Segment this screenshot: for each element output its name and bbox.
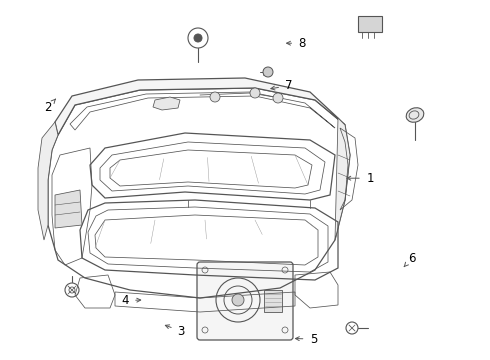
- Text: 4: 4: [121, 294, 129, 307]
- FancyBboxPatch shape: [264, 290, 282, 312]
- Circle shape: [194, 34, 202, 42]
- Text: 5: 5: [310, 333, 318, 346]
- Text: 6: 6: [408, 252, 416, 265]
- Polygon shape: [55, 78, 345, 135]
- Text: 8: 8: [298, 37, 306, 50]
- Polygon shape: [335, 118, 350, 240]
- Text: 7: 7: [285, 79, 293, 92]
- Text: 2: 2: [44, 101, 52, 114]
- Ellipse shape: [406, 108, 424, 122]
- FancyBboxPatch shape: [358, 16, 382, 32]
- Polygon shape: [55, 190, 82, 228]
- Circle shape: [273, 93, 283, 103]
- Circle shape: [250, 88, 260, 98]
- Circle shape: [210, 92, 220, 102]
- Text: 3: 3: [177, 325, 185, 338]
- FancyBboxPatch shape: [197, 262, 293, 340]
- Circle shape: [263, 67, 273, 77]
- Polygon shape: [38, 122, 58, 240]
- Text: 1: 1: [366, 172, 374, 185]
- Circle shape: [232, 294, 244, 306]
- Polygon shape: [153, 97, 180, 110]
